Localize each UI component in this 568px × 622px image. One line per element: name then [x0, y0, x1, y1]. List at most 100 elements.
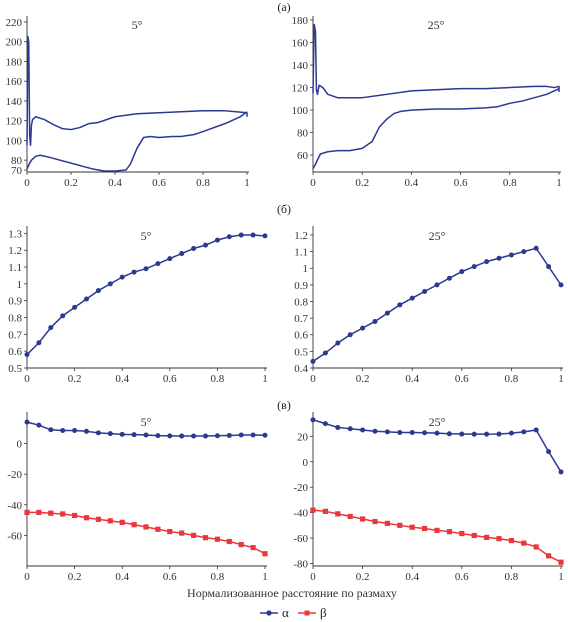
data-point	[508, 252, 514, 258]
data-point	[310, 417, 316, 423]
data-point	[508, 537, 514, 544]
data-point	[143, 266, 149, 272]
y-tick-label: 160	[6, 76, 23, 88]
data-point	[360, 427, 366, 433]
data-point	[322, 421, 328, 427]
data-point	[167, 433, 173, 439]
series-line-1	[26, 234, 266, 356]
data-point	[484, 431, 490, 437]
data-point	[422, 525, 428, 532]
data-point	[521, 249, 527, 255]
data-point	[24, 509, 30, 516]
data-point	[72, 304, 78, 310]
series-line-1	[312, 23, 560, 99]
data-point	[214, 536, 220, 542]
legend-item-alpha: α	[260, 605, 289, 620]
data-point	[508, 430, 514, 436]
data-point	[409, 524, 415, 530]
data-point	[422, 430, 428, 436]
x-tick-label: 0.4	[115, 373, 129, 385]
legend-alpha-marker	[266, 610, 272, 616]
x-tick-label: 0.4	[405, 571, 419, 583]
y-tick-label: 160	[292, 38, 309, 50]
data-point	[347, 332, 353, 338]
y-tick-label: 1	[303, 263, 309, 275]
y-tick-label: 0.5	[294, 346, 308, 358]
chart-title: 25°	[429, 229, 446, 243]
data-point	[496, 255, 502, 261]
y-tick-label: 140	[292, 60, 309, 72]
y-tick-label: 100	[6, 135, 23, 147]
chart-title: 25°	[428, 18, 445, 32]
data-point	[409, 295, 415, 301]
data-point	[533, 427, 539, 433]
data-point	[24, 419, 30, 425]
data-point	[546, 264, 552, 270]
data-point	[155, 261, 161, 267]
data-point	[131, 432, 137, 438]
x-axis-label: Нормализованное расстояние по размаху	[187, 586, 397, 600]
data-point	[60, 428, 66, 434]
legend: α β	[260, 605, 327, 620]
data-point	[72, 428, 78, 434]
data-point	[558, 469, 564, 475]
data-point	[95, 288, 101, 294]
data-point	[155, 526, 161, 532]
data-point	[335, 424, 341, 430]
data-point	[226, 538, 232, 545]
y-tick-label: 0.8	[294, 296, 308, 308]
x-tick-label: 1	[558, 571, 564, 583]
data-point	[179, 530, 185, 536]
chart-title: 5°	[141, 229, 152, 243]
chart-panel-3: 0 0.2 0.4 0.6 0.8 1 0.5 0.6 0.7 0.8 0.9 1 1.1 1.2 1.3 5…	[8, 226, 268, 385]
y-tick-label: 1.2	[8, 245, 22, 257]
series-line-β	[27, 511, 266, 555]
data-point	[347, 513, 353, 520]
data-point	[459, 530, 465, 537]
data-point	[471, 431, 477, 437]
data-point	[226, 432, 232, 438]
data-point	[521, 429, 527, 435]
series-line-1	[26, 36, 248, 147]
data-point	[203, 433, 208, 439]
data-point	[558, 559, 564, 565]
x-tick-label: 0.2	[68, 571, 82, 583]
data-point	[119, 274, 125, 280]
y-tick-label: 0.9	[294, 280, 308, 292]
legend-beta-marker	[304, 610, 310, 616]
data-point	[119, 431, 125, 437]
data-point	[238, 432, 244, 438]
data-point	[72, 512, 78, 519]
data-point	[214, 433, 220, 439]
x-tick-label: 0	[310, 177, 316, 189]
y-tick-label: 120	[292, 83, 309, 95]
data-point	[484, 259, 490, 265]
y-tick-label: 0.7	[294, 313, 308, 325]
panel-label-a: (а)	[277, 0, 290, 14]
data-point	[347, 426, 353, 432]
data-point	[322, 508, 328, 514]
y-tick-label: 0	[303, 457, 309, 469]
x-tick-label: 0.8	[211, 571, 225, 583]
data-point	[335, 340, 341, 346]
x-tick-label: 0.8	[196, 177, 210, 189]
y-tick-label: -20	[7, 469, 22, 481]
data-point	[24, 352, 30, 358]
data-point	[558, 282, 564, 288]
data-point	[546, 449, 552, 455]
data-point	[107, 431, 113, 437]
x-tick-label: 0	[310, 373, 316, 385]
y-tick-label: 200	[6, 37, 23, 49]
data-point	[322, 350, 328, 356]
data-point	[434, 527, 440, 534]
series-line-2	[312, 87, 560, 169]
data-point	[521, 540, 527, 546]
data-point	[95, 516, 101, 522]
y-tick-label: 80	[297, 128, 309, 140]
data-point	[434, 430, 440, 436]
data-point	[372, 318, 378, 324]
legend-item-beta: β	[298, 605, 327, 620]
y-tick-label: -40	[7, 500, 22, 512]
